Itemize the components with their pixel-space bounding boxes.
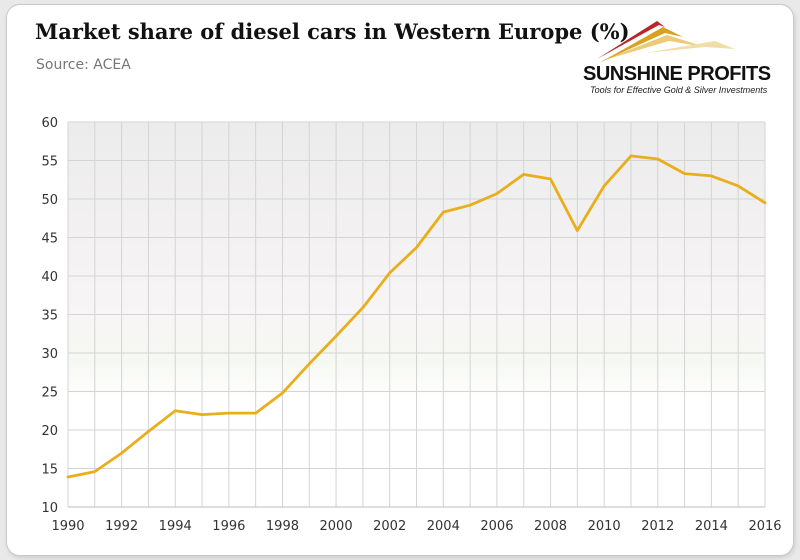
logo-ray-light <box>601 35 705 61</box>
y-tick-label: 35 <box>41 309 58 324</box>
y-tick-label: 30 <box>41 347 58 362</box>
data-point <box>174 409 177 412</box>
data-point <box>736 184 740 188</box>
y-tick-label: 55 <box>41 155 58 170</box>
chart-source: Source: ACEA <box>36 57 131 73</box>
data-point <box>147 430 150 433</box>
x-tick-label: 2014 <box>695 519 728 534</box>
y-tick-label: 10 <box>41 501 58 516</box>
x-tick-label: 1992 <box>105 519 138 534</box>
data-point <box>442 210 445 214</box>
x-tick-label: 2016 <box>748 519 781 534</box>
x-tick-label: 1998 <box>266 519 299 534</box>
data-point <box>495 192 499 195</box>
data-point <box>200 413 204 416</box>
data-point <box>576 229 579 232</box>
series-lines <box>66 154 767 479</box>
data-point <box>602 184 606 188</box>
y-tick-label: 15 <box>41 463 58 478</box>
brand-tagline: Tools for Effective Gold & Silver Invest… <box>590 85 768 95</box>
data-point <box>763 201 767 205</box>
data-point <box>656 157 659 161</box>
y-tick-label: 50 <box>41 193 58 208</box>
data-point <box>227 411 231 415</box>
x-tick-label: 2010 <box>588 519 621 534</box>
horizontal-grid <box>68 121 765 508</box>
data-point <box>66 475 70 479</box>
y-tick-label: 60 <box>41 116 58 131</box>
logo-ray-faint <box>645 41 735 53</box>
x-axis-labels: 1990 1992 1994 1996 1998 2000 2002 2004 2006 2008… <box>51 519 781 534</box>
x-tick-label: 1990 <box>51 519 84 534</box>
y-tick-label: 45 <box>41 232 58 247</box>
data-point <box>334 334 338 338</box>
data-point <box>549 177 552 181</box>
x-tick-label: 2006 <box>480 519 513 534</box>
x-tick-label: 2012 <box>641 519 674 534</box>
data-point <box>388 271 391 275</box>
x-tick-label: 1996 <box>212 519 245 534</box>
data-point <box>93 470 97 473</box>
data-point <box>522 173 525 176</box>
x-tick-label: 1994 <box>159 519 192 534</box>
data-point <box>683 172 686 175</box>
chart-card: Market share of diesel cars in Western E… <box>6 4 794 556</box>
logo-ray-red <box>597 21 665 59</box>
data-point <box>629 154 633 158</box>
x-tick-label: 2004 <box>427 519 460 534</box>
data-point <box>361 306 365 309</box>
x-tick-label: 2000 <box>320 519 353 534</box>
data-point <box>254 411 257 415</box>
chart-title: Market share of diesel cars in Western E… <box>35 19 630 44</box>
y-axis-labels: 60 55 50 45 40 35 30 25 20 15 10 <box>41 116 58 516</box>
data-point <box>710 174 713 178</box>
data-point <box>281 391 284 395</box>
data-point <box>308 362 311 365</box>
data-point <box>415 246 418 249</box>
x-tick-label: 2008 <box>534 519 567 534</box>
y-tick-label: 25 <box>41 386 58 401</box>
x-tick-label: 2002 <box>373 519 406 534</box>
y-tick-label: 40 <box>41 270 58 285</box>
data-point <box>468 203 472 207</box>
brand-name: SUNSHINE PROFITS <box>583 63 771 85</box>
data-point <box>120 451 123 455</box>
sunshine-profits-logo-icon <box>597 21 735 63</box>
y-tick-label: 20 <box>41 424 58 439</box>
